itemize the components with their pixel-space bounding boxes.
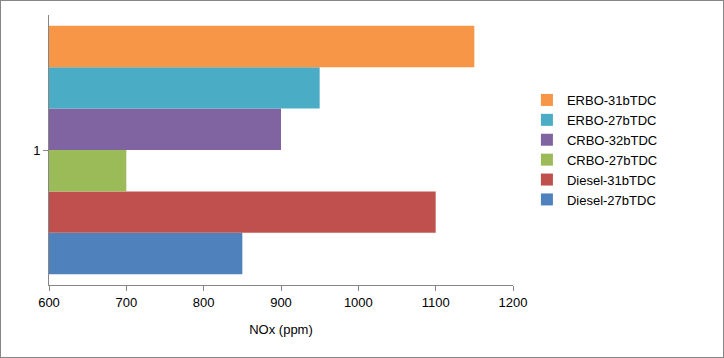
svg-text:ERBO-27bTDC: ERBO-27bTDC — [567, 113, 657, 128]
svg-text:1000: 1000 — [344, 295, 373, 310]
svg-text:1100: 1100 — [422, 295, 450, 310]
svg-text:1: 1 — [33, 143, 40, 158]
svg-text:Diesel-27bTDC: Diesel-27bTDC — [567, 193, 656, 208]
svg-text:800: 800 — [193, 295, 215, 310]
svg-text:700: 700 — [115, 295, 137, 310]
svg-text:1200: 1200 — [499, 295, 528, 310]
svg-text:600: 600 — [38, 295, 60, 310]
svg-text:CRBO-27bTDC: CRBO-27bTDC — [567, 153, 657, 168]
svg-text:Diesel-31bTDC: Diesel-31bTDC — [567, 173, 656, 188]
svg-text:900: 900 — [270, 295, 292, 310]
svg-text:CRBO-32bTDC: CRBO-32bTDC — [567, 133, 657, 148]
svg-text:NOx (ppm): NOx (ppm) — [249, 322, 313, 337]
svg-text:ERBO-31bTDC: ERBO-31bTDC — [567, 93, 657, 108]
